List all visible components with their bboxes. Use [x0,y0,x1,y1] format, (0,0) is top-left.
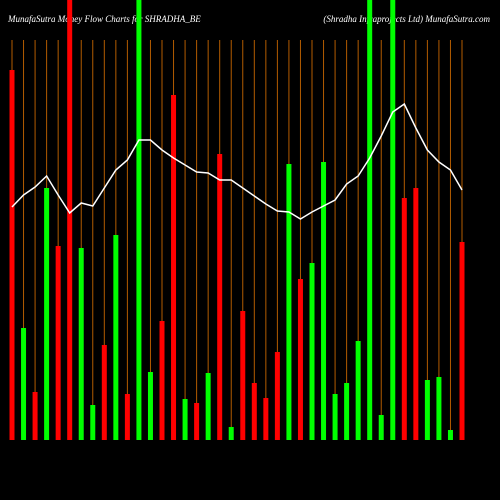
bar [309,263,315,440]
bar [159,321,165,440]
bar [378,415,384,440]
bar [286,164,292,440]
flow-line [11,102,463,220]
bar [90,405,96,440]
bar [78,248,84,440]
bar [67,0,73,440]
bar [401,198,407,440]
bar [413,188,419,440]
bar [32,392,38,440]
bar [251,383,257,440]
bar [205,373,211,440]
bar [355,341,361,440]
bar [182,399,188,440]
bar [228,427,234,440]
bar [390,0,396,440]
bar [459,242,465,440]
bar [263,398,269,440]
bar [147,372,153,440]
bar [367,0,373,440]
bar [436,377,442,440]
bar [124,394,130,440]
bar [101,345,107,440]
bar [344,383,350,440]
chart-subtitle: (Shradha Infraprojects Ltd) MunafaSutra.… [323,14,490,24]
bar [447,430,453,440]
bar [136,0,142,440]
bar [9,70,15,440]
bar [274,352,280,440]
bar [113,235,119,440]
bar [194,403,200,440]
bar [321,162,327,440]
bar [55,246,61,440]
bar [332,394,338,440]
bar [21,328,27,440]
bar [240,311,246,440]
chart-title: MunafaSutra Money Flow Charts for SHRADH… [7,14,201,24]
bar [171,95,177,440]
bar [297,279,303,440]
bar [424,380,430,440]
bar [217,154,223,440]
bar [44,188,50,440]
